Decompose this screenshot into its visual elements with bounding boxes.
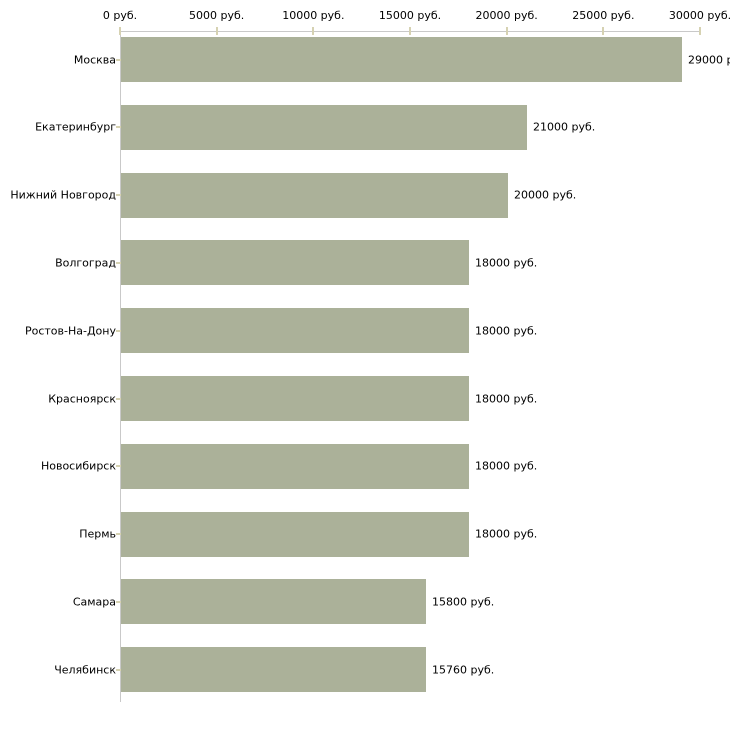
value-label: 18000 руб. bbox=[475, 459, 538, 473]
x-axis-tick-label: 5000 руб. bbox=[189, 9, 245, 22]
y-axis-line bbox=[120, 31, 121, 702]
x-axis-tick-label: 0 руб. bbox=[102, 9, 138, 22]
x-axis-tick-label: 25000 руб. bbox=[572, 9, 635, 22]
x-axis-tick-label: 20000 руб. bbox=[475, 9, 538, 22]
value-label: 29000 р bbox=[688, 53, 730, 66]
x-axis-tick bbox=[505, 27, 508, 35]
bar-1 bbox=[121, 105, 527, 150]
bar-2 bbox=[121, 173, 508, 218]
category-label: Москва bbox=[73, 53, 116, 66]
bar-0 bbox=[121, 37, 682, 82]
value-label: 18000 руб. bbox=[475, 324, 538, 338]
category-label: Новосибирск bbox=[40, 459, 116, 473]
y-axis-tick bbox=[116, 533, 121, 536]
y-axis-tick bbox=[116, 261, 121, 264]
value-label: 15800 руб. bbox=[432, 595, 495, 609]
y-axis-tick bbox=[116, 465, 121, 468]
x-axis-tick-label: 30000 руб. bbox=[668, 9, 730, 22]
bar-8 bbox=[121, 579, 426, 624]
y-axis-tick bbox=[116, 194, 121, 197]
bar-9 bbox=[121, 647, 426, 692]
x-axis-tick bbox=[215, 27, 218, 35]
x-axis-tick bbox=[119, 27, 121, 35]
x-axis-tick-label: 15000 руб. bbox=[378, 9, 442, 22]
bar-3 bbox=[121, 240, 469, 285]
value-label: 18000 руб. bbox=[475, 527, 538, 541]
bar-6 bbox=[121, 444, 469, 489]
category-label: Челябинск bbox=[54, 663, 116, 677]
y-axis-tick bbox=[116, 329, 121, 332]
bar-4 bbox=[121, 308, 469, 353]
category-label: Пермь bbox=[79, 527, 116, 541]
category-label: Ростов-На-Дону bbox=[24, 324, 116, 338]
category-label: Нижний Новгород bbox=[10, 188, 116, 202]
value-label: 20000 руб. bbox=[514, 188, 577, 202]
value-label: 18000 руб. bbox=[475, 256, 538, 270]
x-axis-tick bbox=[602, 27, 605, 35]
category-label: Екатеринбург bbox=[35, 120, 116, 134]
bar-5 bbox=[121, 376, 469, 421]
x-axis-tick bbox=[699, 27, 701, 35]
x-axis-tick bbox=[312, 27, 315, 35]
category-label: Волгоград bbox=[55, 256, 116, 270]
y-axis-tick bbox=[116, 600, 121, 603]
y-axis-tick bbox=[116, 126, 121, 129]
bar-7 bbox=[121, 512, 469, 557]
x-axis-tick-label: 10000 руб. bbox=[282, 9, 345, 22]
y-axis-tick bbox=[116, 397, 121, 400]
category-label: Красноярск bbox=[48, 392, 116, 405]
value-label: 15760 руб. bbox=[432, 663, 495, 677]
x-axis-tick bbox=[409, 27, 411, 35]
value-label: 21000 руб. bbox=[533, 120, 596, 134]
category-label: Самара bbox=[72, 595, 116, 609]
y-axis-tick bbox=[116, 668, 121, 671]
y-axis-tick bbox=[116, 58, 121, 61]
value-label: 18000 руб. bbox=[475, 392, 538, 405]
